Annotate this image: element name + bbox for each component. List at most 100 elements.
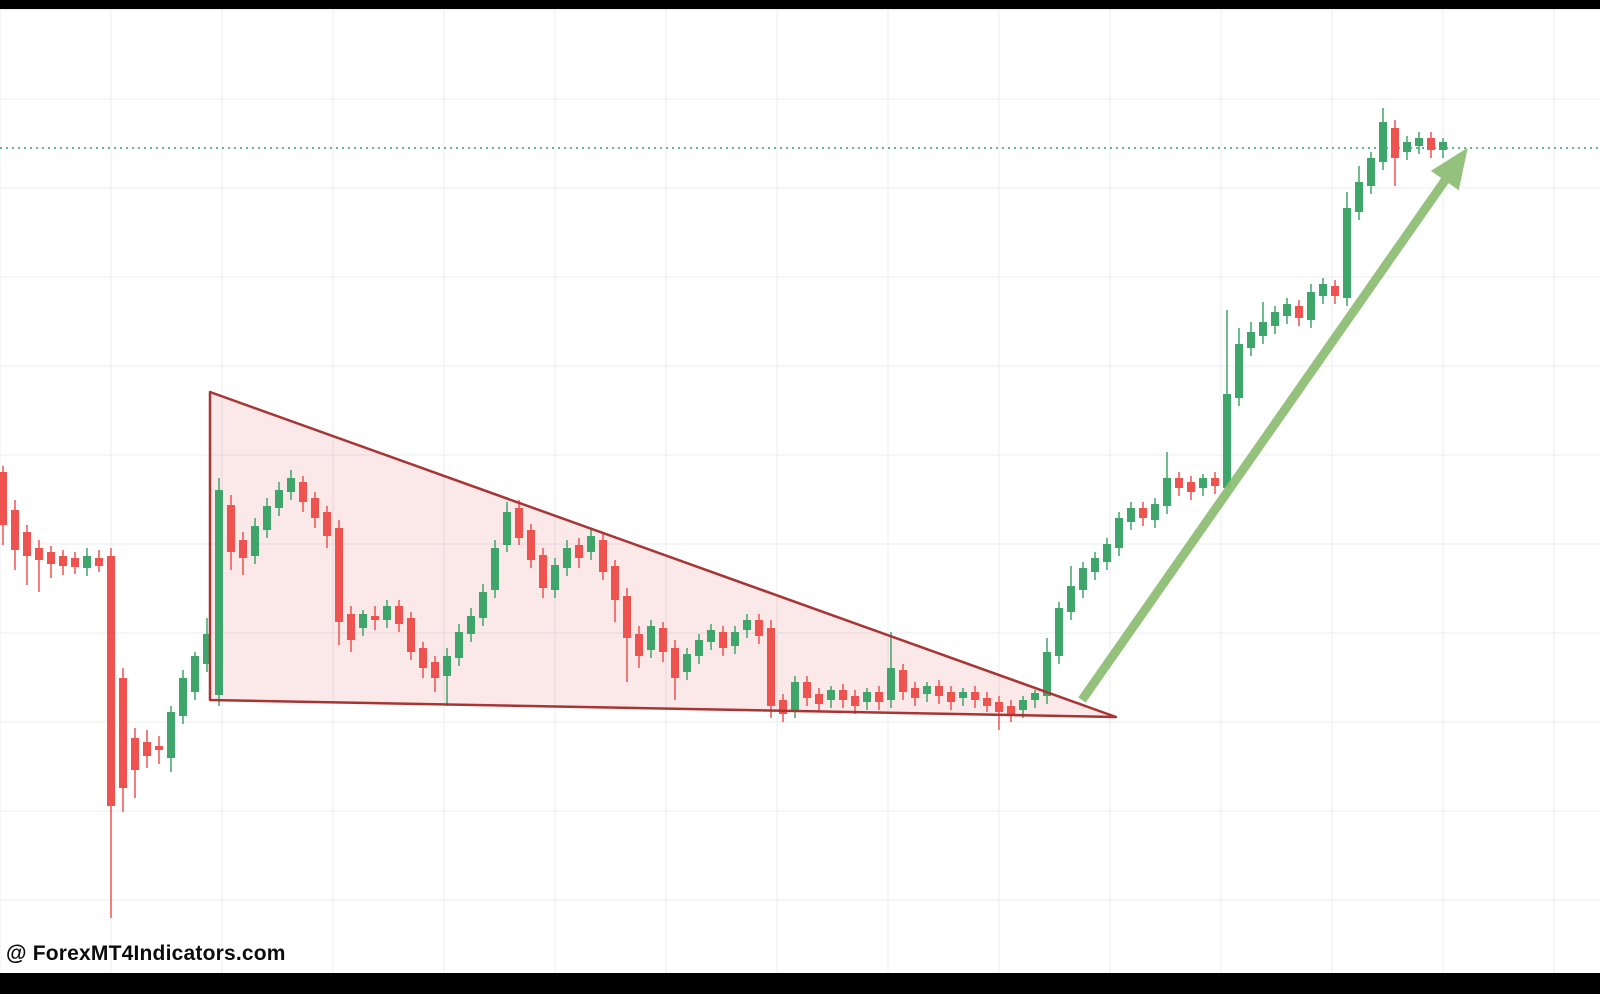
up-candle xyxy=(251,518,259,564)
up-candle xyxy=(1055,602,1063,664)
down-candle xyxy=(851,690,859,714)
down-candle xyxy=(1187,476,1195,500)
down-candle xyxy=(1391,120,1399,186)
down-candle xyxy=(755,614,763,644)
up-candle xyxy=(1271,306,1279,334)
up-candle xyxy=(215,478,223,706)
up-candle xyxy=(1319,278,1327,304)
down-candle xyxy=(767,620,775,718)
up-candle xyxy=(263,498,271,538)
up-candle xyxy=(287,470,295,500)
down-candle xyxy=(719,626,727,656)
down-candle xyxy=(299,476,307,512)
down-candle xyxy=(983,692,991,712)
down-candle xyxy=(515,500,523,545)
up-candle xyxy=(695,634,703,664)
up-candle xyxy=(83,548,91,576)
down-candle xyxy=(347,606,355,652)
down-candle xyxy=(779,694,787,722)
up-candle xyxy=(1379,108,1387,170)
up-candle xyxy=(191,652,199,700)
down-candle xyxy=(875,686,883,710)
up-candle xyxy=(1235,328,1243,406)
up-candle xyxy=(731,626,739,654)
down-candle xyxy=(23,525,31,585)
up-candle xyxy=(1367,152,1375,194)
down-candle xyxy=(95,550,103,572)
down-candle xyxy=(143,730,151,768)
up-candle xyxy=(1031,690,1039,708)
up-candle xyxy=(923,682,931,702)
down-candle xyxy=(395,600,403,632)
candles-layer xyxy=(0,108,1447,918)
up-candle xyxy=(1103,538,1111,570)
up-candle xyxy=(1223,310,1231,496)
down-candle xyxy=(659,622,667,662)
up-candle xyxy=(743,614,751,638)
down-candle xyxy=(899,664,907,700)
down-candle xyxy=(0,466,7,545)
up-candle xyxy=(1127,502,1135,530)
down-candle xyxy=(527,524,535,568)
down-candle xyxy=(1175,472,1183,496)
up-candle xyxy=(359,610,367,636)
up-candle xyxy=(383,600,391,628)
down-candle xyxy=(407,612,415,660)
down-candle xyxy=(1007,700,1015,722)
down-candle xyxy=(47,546,55,578)
up-candle xyxy=(887,632,895,708)
up-candle xyxy=(503,502,511,552)
down-candle xyxy=(371,606,379,630)
down-candle xyxy=(323,506,331,548)
down-candle xyxy=(1427,132,1435,158)
up-candle xyxy=(1163,452,1171,514)
down-candle xyxy=(1139,502,1147,526)
down-candle xyxy=(335,520,343,645)
up-candle xyxy=(1439,138,1447,158)
down-candle xyxy=(839,684,847,708)
up-candle xyxy=(1343,192,1351,306)
up-candle xyxy=(959,688,967,706)
up-candle xyxy=(1199,474,1207,496)
up-candle xyxy=(1079,562,1087,598)
up-candle xyxy=(491,540,499,598)
down-candle xyxy=(815,688,823,712)
bottom-letterbox-bar xyxy=(0,973,1600,994)
down-candle xyxy=(311,492,319,528)
up-candle xyxy=(707,624,715,650)
up-candle xyxy=(479,584,487,626)
up-candle xyxy=(1307,284,1315,328)
down-candle xyxy=(947,686,955,710)
up-candle xyxy=(1415,132,1423,154)
down-candle xyxy=(995,696,1003,730)
up-candle xyxy=(1283,298,1291,324)
up-candle xyxy=(467,608,475,642)
up-candle xyxy=(863,688,871,710)
up-candle xyxy=(683,648,691,680)
down-candle xyxy=(119,668,127,812)
down-candle xyxy=(155,736,163,764)
up-candle xyxy=(203,618,211,672)
up-candle xyxy=(1259,302,1267,344)
down-candle xyxy=(227,495,235,570)
down-candle xyxy=(935,680,943,704)
down-candle xyxy=(239,532,247,575)
down-candle xyxy=(59,550,67,575)
up-candle xyxy=(1151,498,1159,528)
down-candle xyxy=(1331,280,1339,304)
down-candle xyxy=(107,548,115,918)
down-candle xyxy=(1211,472,1219,494)
up-candle xyxy=(275,482,283,516)
down-candle xyxy=(599,532,607,580)
up-candle xyxy=(551,558,559,598)
up-candle xyxy=(443,648,451,706)
up-candle xyxy=(647,620,655,658)
up-candle xyxy=(827,686,835,708)
down-candle xyxy=(623,588,631,682)
down-candle xyxy=(1295,300,1303,326)
up-candle xyxy=(1247,322,1255,356)
up-candle xyxy=(1403,136,1411,160)
